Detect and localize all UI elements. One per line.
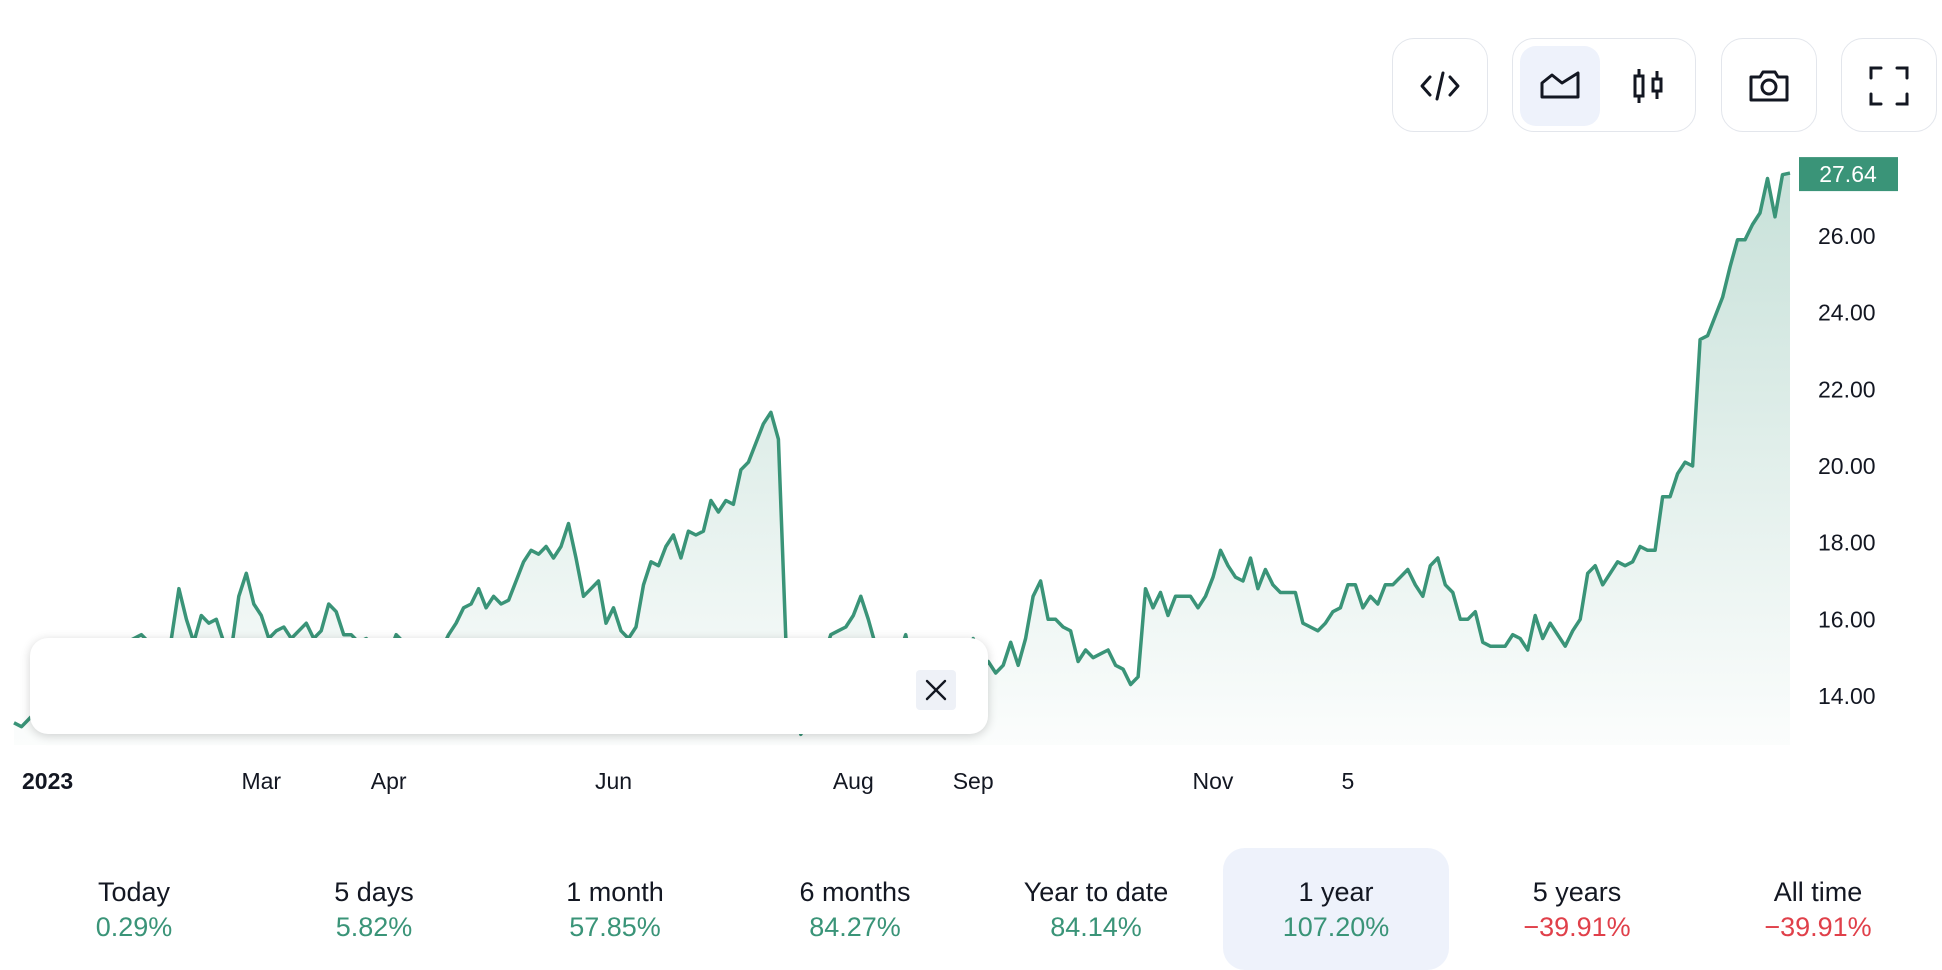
- tab-change-value: 5.82%: [335, 912, 413, 942]
- tab-label: 5 days: [334, 877, 414, 907]
- tab-change-value: 84.27%: [809, 912, 901, 942]
- close-icon: [925, 679, 947, 701]
- popup-close-button[interactable]: [916, 670, 956, 710]
- chart-type-group: [1512, 38, 1696, 132]
- tab-5-days[interactable]: 5 days 5.82%: [261, 848, 487, 970]
- tab-change-value: 107.20%: [1282, 912, 1390, 942]
- x-tick-label: Aug: [833, 768, 874, 794]
- candlestick-chart-button[interactable]: [1608, 46, 1688, 126]
- tab-6-months[interactable]: 6 months 84.27%: [742, 848, 968, 970]
- x-tick-label: Apr: [371, 768, 407, 794]
- range-tabs: Today 0.29% 5 days 5.82% 1 month 57.85% …: [0, 848, 1942, 970]
- embed-button-group: [1392, 38, 1488, 132]
- tab-label: Today: [97, 877, 171, 907]
- tab-label: All time: [1773, 877, 1863, 907]
- x-tick-label: Jun: [595, 768, 632, 794]
- screenshot-button[interactable]: [1729, 46, 1809, 126]
- candlestick-icon: [1633, 69, 1663, 103]
- y-tick-label: 16.00: [1818, 606, 1876, 632]
- last-price-value: 27.64: [1819, 161, 1877, 187]
- y-tick-label: 24.00: [1818, 300, 1876, 326]
- area-chart-button[interactable]: [1520, 46, 1600, 126]
- notification-popup: [30, 638, 988, 734]
- price-area-fill: [14, 173, 1790, 746]
- area-chart-icon: [1540, 71, 1580, 99]
- tab-label: Year to date: [1023, 877, 1169, 907]
- x-axis: 2023 Mar Apr Jun Aug Sep Nov 5: [22, 768, 1354, 794]
- tab-change-value: 0.29%: [95, 912, 173, 942]
- code-icon: [1420, 71, 1460, 101]
- screenshot-button-group: [1721, 38, 1817, 132]
- tab-change-value: −39.91%: [1523, 912, 1631, 942]
- tab-today[interactable]: Today 0.29%: [21, 848, 247, 970]
- tab-label: 1 month: [566, 877, 664, 907]
- y-axis: 26.00 24.00 22.00 20.00 18.00 16.00 14.00: [1818, 223, 1876, 709]
- tab-all-time[interactable]: All time −39.91%: [1705, 848, 1931, 970]
- fullscreen-button-group: [1841, 38, 1937, 132]
- x-tick-label: 2023: [22, 768, 73, 794]
- last-price-label: 27.64: [1799, 157, 1898, 192]
- tab-change-value: −39.91%: [1764, 912, 1872, 942]
- fullscreen-button[interactable]: [1849, 46, 1929, 126]
- tab-label: 1 year: [1298, 877, 1374, 907]
- y-tick-label: 20.00: [1818, 453, 1876, 479]
- tab-1-month[interactable]: 1 month 57.85%: [502, 848, 728, 970]
- tab-label: 6 months: [799, 877, 911, 907]
- x-tick-label: Mar: [241, 768, 281, 794]
- x-tick-label: Nov: [1193, 768, 1234, 794]
- x-tick-label: Sep: [953, 768, 994, 794]
- embed-code-button[interactable]: [1400, 46, 1480, 126]
- camera-icon: [1749, 70, 1789, 102]
- tab-change-value: 84.14%: [1050, 912, 1142, 942]
- x-tick-label: 5: [1341, 768, 1354, 794]
- tab-1-year[interactable]: 1 year 107.20%: [1223, 848, 1449, 970]
- price-chart: 26.00 24.00 22.00 20.00 18.00 16.00 14.00 2023…: [13, 157, 1898, 794]
- last-price-label-bg: [1799, 157, 1898, 192]
- y-tick-label: 22.00: [1818, 376, 1876, 402]
- tab-label: 5 years: [1532, 877, 1622, 907]
- y-tick-label: 18.00: [1818, 530, 1876, 556]
- y-tick-label: 26.00: [1818, 223, 1876, 249]
- y-tick-label: 14.00: [1818, 683, 1876, 709]
- tab-change-value: 57.85%: [569, 912, 661, 942]
- fullscreen-icon: [1869, 66, 1909, 106]
- tab-year-to-date[interactable]: Year to date 84.14%: [983, 848, 1209, 970]
- tab-5-years[interactable]: 5 years −39.91%: [1464, 848, 1690, 970]
